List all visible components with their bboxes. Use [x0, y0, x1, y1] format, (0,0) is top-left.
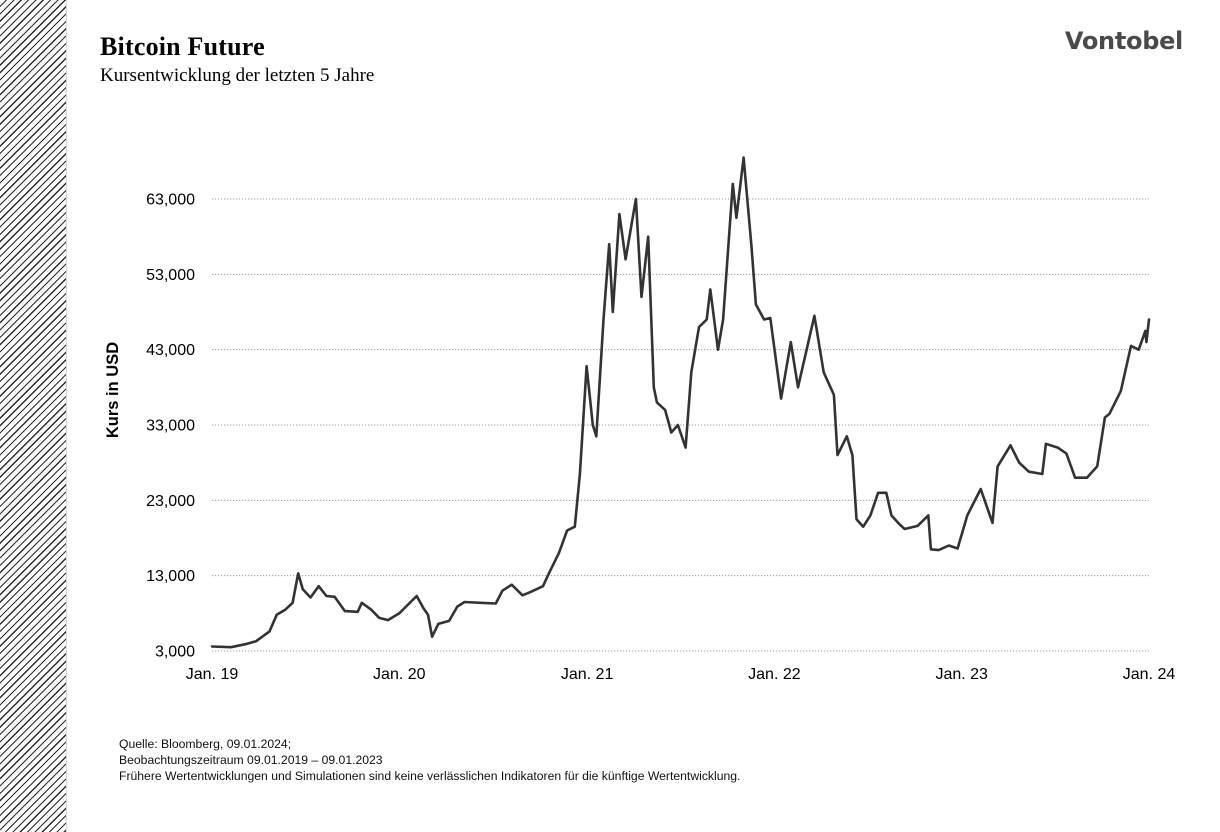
y-axis-tick-labels: 3,000 13,000 23,000 33,000 43,000 53,000 63,00…	[146, 192, 195, 661]
footnote-source: Quelle: Bloomberg, 09.01.2024;	[119, 737, 292, 751]
y-tick-label: 63,000	[146, 192, 195, 209]
y-tick-label: 3,000	[155, 644, 195, 661]
series-line-bitcoin-future	[210, 156, 1151, 649]
y-tick-label: 43,000	[146, 342, 195, 359]
footnotes: Quelle: Bloomberg, 09.01.2024; Beobachtu…	[119, 736, 740, 784]
y-tick-label: 23,000	[146, 493, 195, 510]
gridlines	[212, 198, 1149, 652]
footnote-period: Beobachtungszeitraum 09.01.2019 – 09.01.…	[119, 753, 383, 767]
y-tick-label: 13,000	[146, 568, 195, 585]
x-tick-label: Jan. 20	[373, 666, 426, 683]
x-tick-label: Jan. 22	[748, 666, 801, 683]
footnote-disclaimer: Frühere Wertentwicklungen und Simulation…	[119, 769, 741, 783]
x-tick-label: Jan. 21	[561, 666, 614, 683]
brand-logo: Vontobel	[1064, 27, 1183, 55]
chart-subtitle: Kursentwicklung der letzten 5 Jahre	[100, 65, 375, 86]
y-tick-label: 33,000	[146, 418, 195, 435]
chart-title: Bitcoin Future	[100, 32, 265, 61]
x-axis-tick-labels: Jan. 19 Jan. 20 Jan. 21 Jan. 22 Jan. 23 Jan. …	[186, 666, 1176, 683]
y-tick-label: 53,000	[146, 267, 195, 284]
x-tick-label: Jan. 24	[1123, 666, 1176, 683]
y-axis-label: Kurs in USD	[104, 342, 122, 438]
x-tick-label: Jan. 23	[935, 666, 988, 683]
hatched-margin-decoration	[0, 0, 67, 832]
x-tick-label: Jan. 19	[186, 666, 239, 683]
